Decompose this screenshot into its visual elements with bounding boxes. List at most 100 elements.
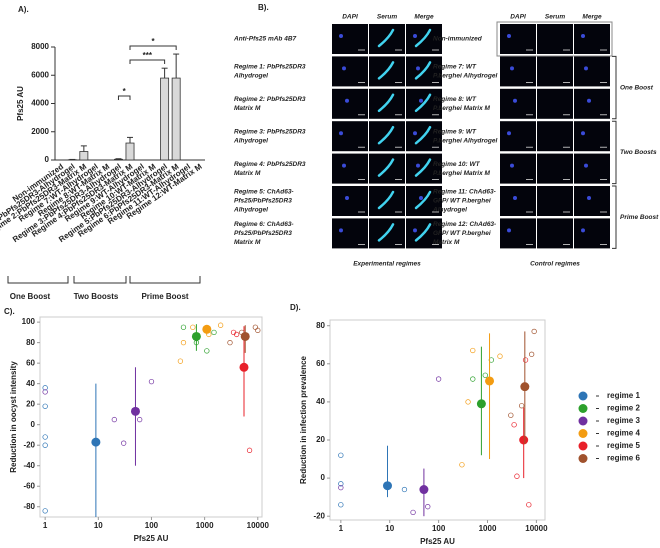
legend-label: regime 4 bbox=[607, 429, 640, 438]
y-tick-label: -60 bbox=[23, 481, 35, 490]
micrograph bbox=[574, 218, 610, 249]
ookinete bbox=[414, 223, 432, 242]
point bbox=[177, 358, 184, 364]
point bbox=[211, 329, 217, 336]
micrograph bbox=[537, 121, 573, 152]
point bbox=[522, 357, 529, 363]
column-header: DAPI bbox=[510, 14, 526, 21]
point bbox=[180, 324, 187, 330]
x-tick-label: 10000 bbox=[525, 524, 548, 533]
micrograph bbox=[332, 121, 368, 152]
nucleus bbox=[339, 131, 343, 136]
row-label: Matrix M bbox=[234, 239, 261, 246]
micrograph bbox=[500, 24, 536, 54]
row-label: Regime 4: PbPfs25DR3 bbox=[234, 161, 306, 168]
micrograph bbox=[500, 56, 536, 87]
y-tick-label: 20 bbox=[316, 435, 325, 444]
point bbox=[137, 416, 143, 423]
nucleus bbox=[345, 196, 349, 200]
nucleus bbox=[584, 66, 588, 71]
nucleus bbox=[581, 131, 585, 136]
point bbox=[435, 376, 442, 382]
nucleus bbox=[342, 163, 346, 168]
nucleus bbox=[510, 163, 514, 168]
panel-title: B). bbox=[258, 3, 269, 12]
row-label: P.berghei Alhydrogel bbox=[433, 73, 497, 80]
column-header: DAPI bbox=[342, 14, 358, 21]
micrograph bbox=[500, 186, 536, 216]
y-axis-title: Reduction in infection prevalence bbox=[299, 355, 308, 484]
legend-label: regime 1 bbox=[607, 391, 640, 400]
micrograph bbox=[574, 186, 610, 216]
row-label: P.berghei Matrix M bbox=[433, 170, 491, 177]
micrograph bbox=[574, 121, 610, 152]
point bbox=[246, 447, 253, 453]
x-tick-label: 100 bbox=[432, 524, 446, 533]
x-tick-label: 1000 bbox=[479, 524, 497, 533]
nucleus bbox=[413, 34, 417, 38]
row-label: Regime 8: WT bbox=[433, 96, 477, 103]
x-axis-title: Pfs25 AU bbox=[420, 537, 455, 546]
point bbox=[519, 403, 525, 409]
point bbox=[470, 376, 476, 382]
y-tick-label: 60 bbox=[316, 359, 325, 368]
ookinete bbox=[414, 190, 432, 210]
ookinete bbox=[414, 61, 432, 80]
legend-marker bbox=[578, 441, 588, 451]
row-label: Regime 3: PbPfs25DR3 bbox=[234, 128, 306, 135]
y-tick-label: -80 bbox=[23, 502, 35, 511]
bar bbox=[114, 158, 123, 161]
row-label: Alhydrogel bbox=[233, 207, 268, 214]
nucleus bbox=[416, 66, 420, 71]
point bbox=[217, 322, 224, 328]
significance-bracket bbox=[129, 59, 166, 64]
micrograph bbox=[537, 218, 573, 249]
y-tick-label: 2000 bbox=[31, 127, 49, 136]
panel-title: C). bbox=[4, 307, 15, 316]
point bbox=[42, 442, 48, 448]
point bbox=[204, 348, 210, 354]
point bbox=[42, 434, 48, 440]
mean-point bbox=[191, 331, 201, 341]
point bbox=[470, 347, 476, 354]
ookinete bbox=[377, 125, 395, 145]
mean-point bbox=[485, 376, 495, 386]
mean-point bbox=[130, 406, 140, 416]
footer-label: Control regimes bbox=[530, 261, 580, 268]
mean-point bbox=[202, 324, 212, 334]
row-label: Regime 11: ChAd63- bbox=[433, 189, 496, 196]
point bbox=[508, 412, 514, 418]
nucleus bbox=[510, 66, 514, 71]
y-tick-label: 80 bbox=[316, 321, 325, 330]
row-label: Matrix M bbox=[433, 239, 460, 246]
x-tick-label: 10 bbox=[385, 524, 394, 533]
legend-marker bbox=[578, 416, 588, 426]
row-label: Regime 1: PbPfs25DR3 bbox=[234, 64, 306, 71]
group-label: Two Boosts bbox=[620, 149, 657, 156]
y-tick-label: 6000 bbox=[31, 70, 49, 79]
mean-point bbox=[382, 481, 392, 491]
group-label: One Boost bbox=[620, 84, 654, 91]
micrograph bbox=[574, 24, 610, 54]
bar bbox=[125, 142, 135, 161]
legend-marker bbox=[578, 429, 588, 438]
micrograph bbox=[332, 218, 368, 249]
x-tick-label: 1 bbox=[339, 524, 344, 533]
y-tick-label: 80 bbox=[26, 338, 35, 347]
row-label: Matrix M bbox=[234, 170, 261, 177]
micrograph bbox=[537, 153, 573, 184]
micrograph bbox=[332, 88, 368, 119]
row-label: Alhydrogel bbox=[233, 73, 268, 80]
significance-label: * bbox=[123, 87, 127, 96]
column-header: Serum bbox=[377, 14, 397, 21]
nucleus bbox=[581, 228, 585, 233]
significance-label: * bbox=[152, 37, 156, 46]
x-axis-title: Pfs25 AU bbox=[134, 534, 169, 543]
mean-point bbox=[519, 435, 529, 445]
nucleus bbox=[513, 196, 517, 200]
legend-label: regime 5 bbox=[607, 441, 640, 450]
point bbox=[465, 399, 471, 405]
point bbox=[497, 353, 503, 359]
group-label: Two Boosts bbox=[74, 292, 119, 301]
legend-marker bbox=[578, 391, 588, 401]
